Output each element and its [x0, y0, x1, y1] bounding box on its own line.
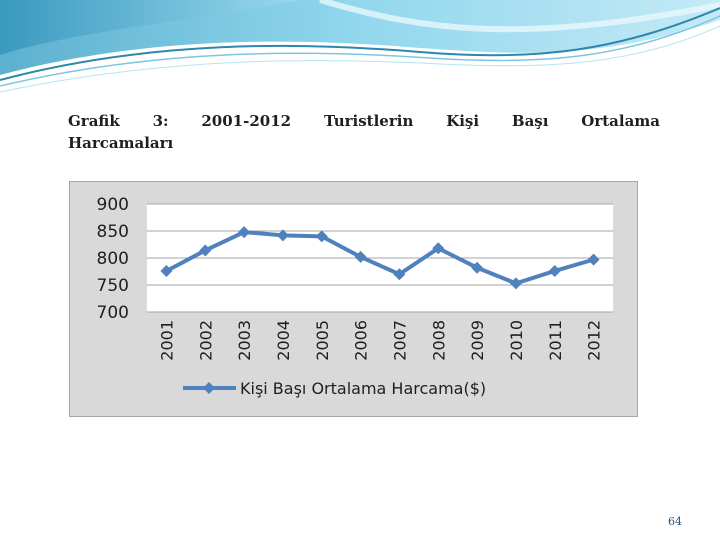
data-point: [471, 261, 484, 274]
caption-word: Turistlerin: [323, 112, 414, 130]
chart-figure: Grafik 3: 2001-2012 Turistlerin Kişi Baş…: [57, 104, 663, 427]
y-tick-label: 750: [97, 276, 129, 296]
x-tick-label: 2007: [390, 320, 409, 361]
x-tick-label: 2004: [274, 320, 293, 361]
data-point: [432, 242, 445, 255]
caption-word: Kişi: [446, 112, 480, 130]
x-tick-label: 2002: [196, 320, 215, 361]
y-tick-label: 850: [97, 222, 129, 242]
data-point: [315, 230, 328, 243]
legend-label: Kişi Başı Ortalama Harcama($): [240, 379, 486, 398]
data-point: [276, 229, 289, 242]
data-point: [238, 226, 251, 239]
caption-word: Başı: [511, 112, 549, 130]
data-point: [199, 244, 212, 257]
caption-word: 2001-2012: [201, 112, 292, 130]
data-point: [354, 250, 367, 263]
chart-svg: 900 850 800 750 700 2001 2002 2003 2004 2005 2006 2…: [97, 195, 613, 398]
line-chart: 900 850 800 750 700 2001 2002 2003 2004 2005 2006 2…: [69, 181, 638, 417]
x-tick-label: 2005: [313, 320, 332, 361]
x-tick-label: 2012: [585, 320, 604, 361]
y-tick-label: 700: [97, 303, 129, 323]
data-point: [548, 264, 561, 277]
x-tick-label: 2006: [352, 320, 371, 361]
chart-caption-continued: Harcamaları: [68, 134, 174, 152]
legend-marker: [203, 382, 215, 394]
x-tick-label: 2008: [429, 320, 448, 361]
chart-caption: Grafik 3: 2001-2012 Turistlerin Kişi Baş…: [68, 112, 660, 130]
page-number: 64: [668, 515, 682, 528]
x-tick-label: 2009: [468, 320, 487, 361]
y-tick-label: 900: [97, 195, 129, 215]
decorative-banner: [0, 0, 720, 93]
x-tick-label: 2001: [157, 320, 176, 361]
caption-word: 3:: [152, 112, 169, 130]
caption-word: Ortalama: [581, 112, 660, 130]
x-tick-label: 2003: [235, 320, 254, 361]
x-tick-label: 2011: [546, 320, 565, 361]
data-point: [393, 268, 406, 281]
caption-word: Grafik: [68, 112, 120, 130]
series-line: [165, 230, 595, 286]
y-tick-label: 800: [97, 249, 129, 269]
x-tick-label: 2010: [507, 320, 526, 361]
data-point: [160, 264, 173, 277]
data-point: [587, 253, 600, 266]
